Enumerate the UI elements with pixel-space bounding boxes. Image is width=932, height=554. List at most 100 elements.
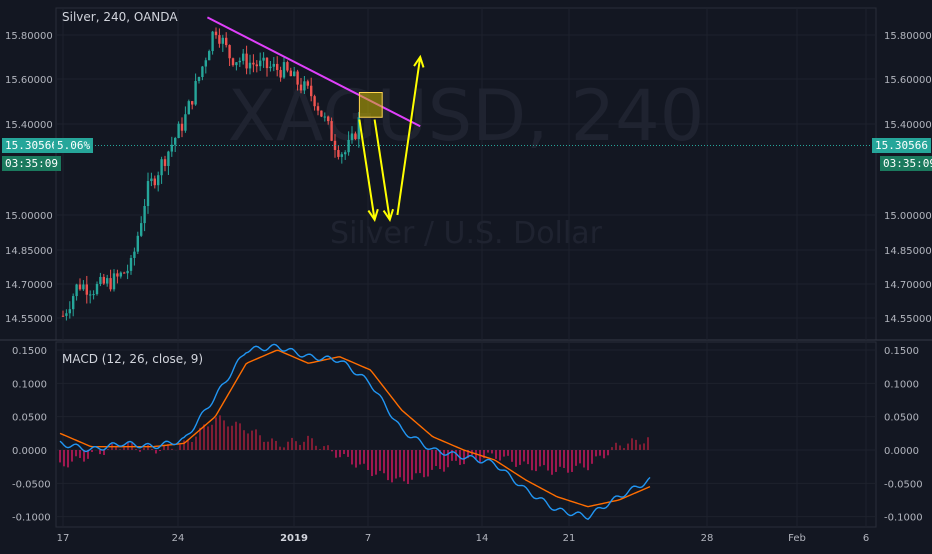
candle-body	[174, 138, 177, 145]
candle-body	[340, 154, 343, 157]
arrow-head	[413, 54, 425, 68]
candle-body	[293, 71, 296, 77]
y-tick-label-left: 14.55000	[5, 314, 53, 325]
candle-body	[177, 123, 180, 139]
candle-body	[242, 53, 245, 61]
candle-body	[286, 62, 289, 71]
candle-body	[344, 152, 347, 155]
candle-body	[123, 272, 126, 274]
projection-arrow	[373, 119, 391, 220]
candles	[61, 27, 360, 321]
candle-body	[282, 62, 286, 78]
candle-body	[330, 121, 333, 141]
candle-body	[231, 58, 235, 66]
macd-tick-label-right: 0.1500	[884, 346, 919, 357]
candle-body	[191, 101, 194, 105]
macd-tick-label-left: 0.0000	[12, 446, 47, 457]
countdown-badge-right: 03:35:09	[880, 156, 932, 171]
y-tick-label-left: 15.60000	[5, 75, 53, 86]
candle-body	[214, 31, 218, 36]
candle-body	[65, 313, 68, 316]
macd-tick-label-right: 0.0000	[884, 446, 919, 457]
supply-zone	[358, 92, 383, 118]
candle-body	[248, 62, 252, 69]
macd-tick-label-right: 0.1000	[884, 379, 919, 390]
macd-histogram	[59, 415, 649, 485]
candle-body	[112, 273, 116, 290]
candle-body	[310, 85, 313, 97]
candle-body	[102, 276, 105, 284]
macd-label: MACD (12, 26, close, 9)	[62, 352, 204, 366]
arrow-head	[367, 208, 379, 222]
candle-body	[289, 70, 292, 77]
candle-body	[350, 133, 354, 140]
candle-body	[238, 60, 241, 63]
candle-body	[347, 139, 350, 153]
macd-pane-frame	[55, 341, 877, 528]
macd-tick-label-left: 0.1000	[12, 379, 47, 390]
y-tick-label-right: 15.60000	[884, 75, 932, 86]
x-tick-label: 2019	[280, 533, 308, 544]
candle-body	[327, 116, 330, 122]
candle-body	[354, 133, 357, 139]
macd-tick-label-right: -0.1000	[884, 513, 923, 524]
candle-body	[109, 278, 112, 290]
candle-body	[228, 45, 231, 59]
candle-body	[276, 63, 279, 70]
candle-body	[245, 53, 248, 69]
candle-body	[320, 110, 323, 117]
candle-body	[75, 284, 78, 297]
candle-body	[296, 71, 299, 85]
candle-body	[259, 60, 262, 67]
x-tick-label: 14	[476, 533, 489, 544]
candle-body	[262, 57, 265, 61]
x-tick-label: 7	[365, 533, 371, 544]
macd-tick-label-right: 0.0500	[884, 413, 919, 424]
candle-body	[265, 57, 269, 69]
candle-body	[163, 159, 167, 166]
price-badge-right: 15.30566	[872, 138, 931, 153]
y-tick-label-right: 14.55000	[884, 314, 932, 325]
candle-body	[180, 123, 184, 131]
candle-body	[201, 66, 204, 78]
candle-body	[269, 66, 272, 69]
candle-body	[211, 31, 214, 52]
candle-body	[68, 309, 71, 314]
candle-body	[299, 84, 303, 91]
candle-body	[208, 51, 211, 61]
macd-tick-label-left: -0.1000	[12, 513, 51, 524]
candle-body	[136, 235, 139, 252]
y-tick-label-left: 15.00000	[5, 211, 53, 222]
candle-body	[95, 283, 99, 295]
candle-body	[133, 251, 136, 258]
trendline	[206, 16, 421, 128]
candle-body	[218, 35, 221, 44]
price-badge-left: 15.30566	[2, 138, 61, 153]
y-tick-label-right: 15.40000	[884, 120, 932, 131]
candle-body	[116, 273, 119, 277]
price-pane-frame	[55, 7, 877, 341]
candle-body	[140, 223, 143, 236]
candle-body	[78, 284, 82, 290]
y-tick-label-left: 15.40000	[5, 120, 53, 131]
candle-body	[153, 178, 156, 186]
y-tick-label-right: 14.85000	[884, 246, 932, 257]
candle-body	[184, 114, 187, 131]
candle-body	[89, 294, 92, 296]
candle-body	[357, 117, 360, 139]
candle-body	[204, 60, 207, 67]
candle-body	[99, 276, 102, 284]
macd-line	[59, 343, 651, 521]
candle-body	[272, 63, 275, 67]
y-tick-label-right: 14.70000	[884, 280, 932, 291]
watermark-desc: Silver / U.S. Dollar	[330, 216, 603, 251]
symbol-info: Silver, 240, OANDA	[62, 10, 178, 24]
candle-body	[143, 206, 146, 224]
macd-tick-label-right: -0.0500	[884, 479, 923, 490]
macd-tick-label-left: 0.0500	[12, 413, 47, 424]
candle-body	[72, 296, 75, 310]
candle-body	[150, 178, 153, 182]
candle-body	[85, 284, 88, 295]
